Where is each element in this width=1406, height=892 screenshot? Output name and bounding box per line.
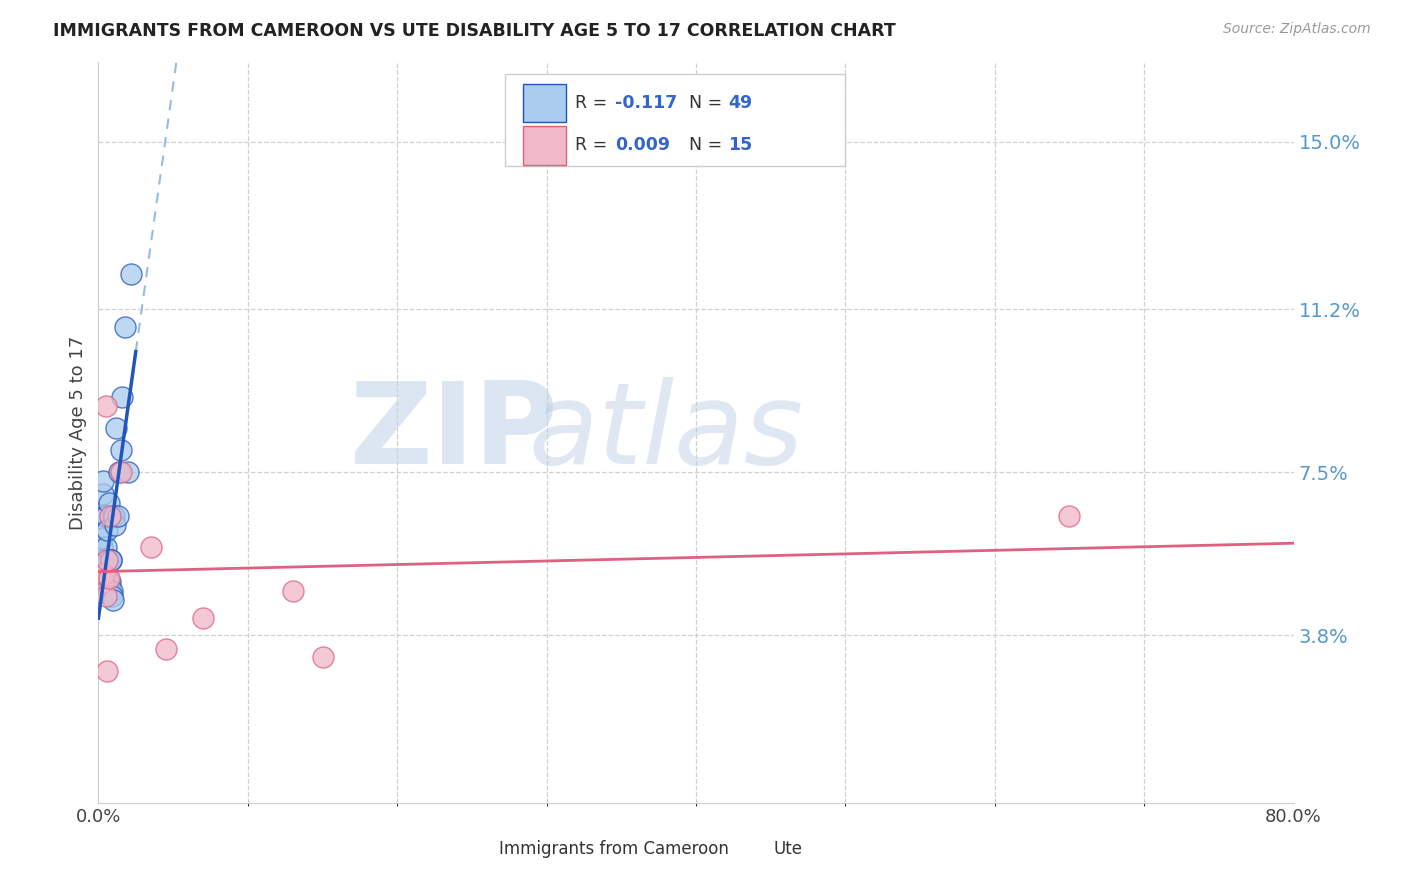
Point <box>94 540 117 554</box>
Point <box>93 575 115 590</box>
Point <box>98 496 121 510</box>
Point <box>281 584 304 599</box>
Point <box>91 553 114 567</box>
Text: Ute: Ute <box>773 839 803 858</box>
Point <box>1059 509 1081 524</box>
Point <box>100 553 122 567</box>
Point <box>97 571 120 585</box>
Text: 49: 49 <box>728 94 752 112</box>
Point <box>96 553 118 567</box>
Point <box>90 540 112 554</box>
Text: Source: ZipAtlas.com: Source: ZipAtlas.com <box>1223 22 1371 37</box>
Point <box>155 641 177 656</box>
Point <box>93 566 115 581</box>
Point <box>90 575 112 590</box>
Text: -0.117: -0.117 <box>614 94 676 112</box>
Point <box>93 566 115 581</box>
Point <box>96 523 118 537</box>
Point <box>91 532 114 546</box>
Text: N =: N = <box>689 94 727 112</box>
Point <box>91 474 114 488</box>
Text: ZIP: ZIP <box>350 377 558 488</box>
Text: R =: R = <box>575 94 613 112</box>
Point <box>96 575 118 590</box>
Point <box>105 421 128 435</box>
FancyBboxPatch shape <box>523 126 565 165</box>
Point <box>114 319 136 334</box>
Point <box>111 390 134 404</box>
Text: Immigrants from Cameroon: Immigrants from Cameroon <box>499 839 728 858</box>
Point <box>104 518 127 533</box>
Point <box>100 553 122 567</box>
FancyBboxPatch shape <box>454 837 494 861</box>
Point <box>94 399 117 413</box>
Point <box>108 465 131 479</box>
Point <box>101 589 124 603</box>
Text: 0.009: 0.009 <box>614 136 669 154</box>
Point <box>96 571 118 585</box>
Point <box>94 589 117 603</box>
Point <box>97 575 120 590</box>
Point <box>93 584 115 599</box>
Point <box>98 584 122 599</box>
Point <box>91 487 114 501</box>
Point <box>91 575 114 590</box>
Point <box>93 575 115 590</box>
Point <box>96 575 118 590</box>
Point <box>120 267 142 281</box>
Point <box>110 465 132 479</box>
Point <box>107 509 129 524</box>
Text: atlas: atlas <box>529 377 804 488</box>
FancyBboxPatch shape <box>730 837 768 861</box>
Point <box>96 580 118 594</box>
Point <box>103 509 125 524</box>
Point <box>91 575 114 590</box>
Text: N =: N = <box>689 136 727 154</box>
Text: 15: 15 <box>728 136 752 154</box>
Text: IMMIGRANTS FROM CAMEROON VS UTE DISABILITY AGE 5 TO 17 CORRELATION CHART: IMMIGRANTS FROM CAMEROON VS UTE DISABILI… <box>53 22 896 40</box>
Point <box>94 575 117 590</box>
Point <box>98 509 122 524</box>
Point <box>94 575 117 590</box>
Point <box>117 465 139 479</box>
Point <box>97 575 120 590</box>
Point <box>94 509 117 524</box>
Point <box>98 553 121 567</box>
Point <box>93 575 115 590</box>
Text: R =: R = <box>575 136 613 154</box>
Point <box>93 509 115 524</box>
Point <box>311 650 333 665</box>
Point <box>110 443 132 458</box>
Point <box>103 509 125 524</box>
Point <box>94 575 117 590</box>
Point <box>96 664 118 678</box>
Point <box>96 575 118 590</box>
Point <box>139 540 162 554</box>
Point <box>101 584 124 599</box>
FancyBboxPatch shape <box>523 84 565 122</box>
Point <box>101 593 124 607</box>
Point <box>191 610 214 624</box>
Point <box>98 575 121 590</box>
Point <box>97 575 120 590</box>
Y-axis label: Disability Age 5 to 17: Disability Age 5 to 17 <box>69 335 87 530</box>
Point <box>90 566 112 581</box>
FancyBboxPatch shape <box>505 73 845 166</box>
Point <box>97 575 120 590</box>
